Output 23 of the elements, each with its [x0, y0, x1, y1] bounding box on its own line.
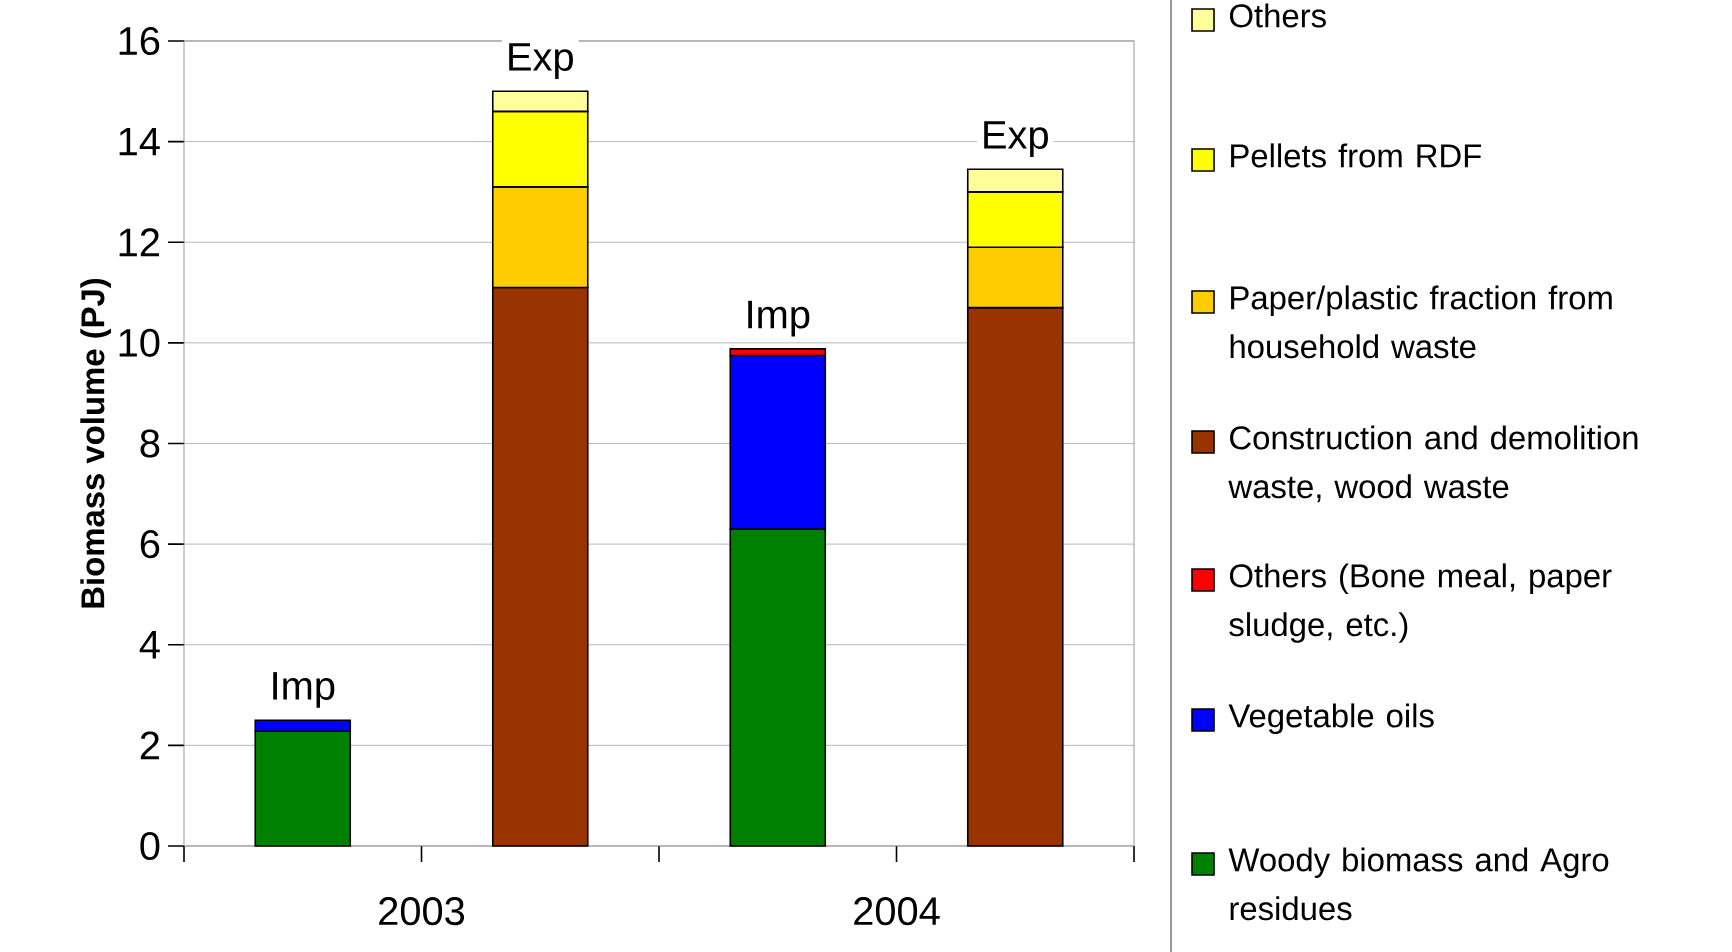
legend-label: Construction and demolition waste, wood waste — [1228, 425, 1638, 503]
legend-label: Paper/plastic fraction from household waste — [1230, 285, 1612, 359]
y-tick-label: 16 — [119, 26, 160, 56]
y-axis-title: Biomass volume (PJ) — [80, 278, 111, 608]
y-tick-label: 8 — [140, 429, 160, 458]
legend-label: Others (Bone meal, paper sludge, etc.) — [1229, 563, 1612, 643]
y-tick-label: 14 — [119, 127, 160, 156]
y-tick-label: 12 — [119, 228, 159, 257]
y-tick-label: 2 — [140, 731, 159, 760]
y-tick-label: 4 — [139, 631, 160, 659]
legend-label: Vegetable oils — [1228, 703, 1434, 735]
y-tick-label: 6 — [140, 530, 160, 559]
annotation: Imp — [273, 672, 335, 708]
annotation: Exp — [509, 43, 573, 79]
annotation: Exp — [984, 121, 1048, 157]
annotation: Imp — [748, 300, 810, 337]
text: 2003 — [379, 897, 465, 926]
legend-label: Others — [1229, 3, 1326, 28]
legend-label: Woody biomass and Agro residues — [1228, 847, 1609, 921]
y-tick-label: 0 — [140, 831, 160, 861]
text: 2004 — [854, 897, 940, 926]
legend-label: Pellets from RDF — [1231, 143, 1481, 168]
y-tick-label: 10 — [119, 328, 160, 357]
